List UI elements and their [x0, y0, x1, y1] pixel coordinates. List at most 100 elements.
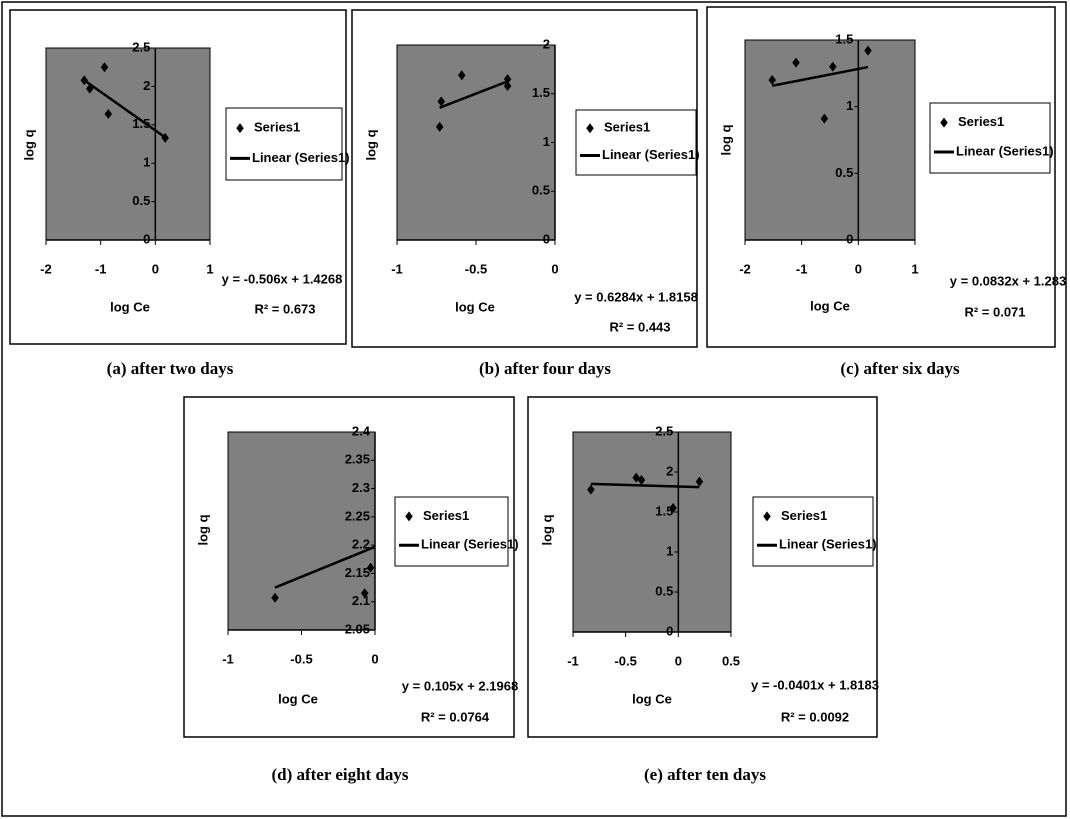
panel-border: [706, 6, 1056, 348]
legend-marker: [940, 117, 948, 128]
caption: (c) after six days: [840, 359, 960, 378]
legend-box: [752, 496, 874, 567]
x-axis-label: log Ce: [632, 691, 672, 706]
y-tick-label: 0: [543, 231, 550, 246]
panel-border: [9, 9, 347, 345]
y-tick-label: 2.4: [352, 423, 371, 438]
data-point: [366, 562, 375, 573]
legend-marker: [763, 511, 771, 522]
panel-border: [351, 9, 698, 348]
legend-label: Linear (Series1): [956, 143, 1054, 158]
legend-label: Linear (Series1): [602, 147, 700, 162]
trend-equation: y = 0.0832x + 1.283: [950, 273, 1066, 288]
data-point: [271, 592, 279, 603]
x-tick-label: 1: [911, 261, 918, 276]
legend-label: Linear (Series1): [252, 150, 350, 165]
caption: (e) after ten days: [644, 765, 766, 784]
y-tick-label: 1.5: [655, 503, 673, 518]
data-point: [435, 121, 444, 132]
y-tick-label: 1: [543, 134, 550, 149]
r-squared: R² = 0.071: [964, 304, 1025, 319]
legend-box: [929, 102, 1051, 174]
y-axis-label: log q: [195, 514, 210, 545]
x-tick-label: -1: [796, 261, 808, 276]
panel-border: [527, 396, 878, 738]
caption: (a) after two days: [107, 359, 234, 378]
legend-label: Series1: [958, 114, 1004, 129]
trend-line: [771, 65, 869, 87]
y-tick-label: 2.35: [345, 452, 370, 467]
y-tick-label: 1.5: [532, 85, 550, 100]
y-tick-label: 1: [846, 98, 853, 113]
legend-label: Linear (Series1): [421, 537, 519, 552]
x-tick-label: -0.5: [290, 651, 312, 666]
legend-label: Linear (Series1): [779, 537, 877, 552]
y-tick-label: 0.5: [835, 165, 853, 180]
y-tick-label: 0.5: [532, 183, 550, 198]
plot-area: [227, 431, 376, 631]
x-tick-label: 0: [152, 261, 159, 276]
y-axis-label: log q: [363, 129, 378, 160]
y-tick-label: 2.05: [345, 621, 370, 636]
legend-label: Series1: [254, 120, 300, 135]
r-squared: R² = 0.0764: [421, 709, 490, 724]
y-axis-label: log q: [718, 124, 733, 155]
x-tick-label: 0: [855, 261, 862, 276]
y-axis-label: log q: [539, 514, 554, 545]
legend-box: [225, 107, 343, 181]
data-point: [864, 45, 872, 56]
y-tick-label: 0: [666, 623, 673, 638]
plot-area: [396, 44, 556, 241]
y-tick-label: 1: [666, 543, 673, 558]
plot-area: [45, 47, 211, 241]
trend-line: [274, 545, 376, 589]
data-point: [768, 75, 776, 85]
y-tick-label: 0.5: [132, 193, 150, 208]
caption: (b) after four days: [479, 359, 611, 378]
y-tick-label: 0: [846, 231, 853, 246]
x-axis-label: log Ce: [810, 298, 850, 313]
y-tick-label: 2.15: [345, 565, 370, 580]
x-tick-label: -1: [567, 653, 579, 668]
x-tick-label: 1: [206, 261, 213, 276]
y-tick-label: 0: [143, 231, 150, 246]
y-tick-label: 2: [543, 36, 550, 51]
data-point: [458, 70, 466, 81]
x-tick-label: 0: [371, 651, 378, 666]
y-tick-label: 2.25: [345, 508, 370, 523]
y-tick-label: 2: [143, 78, 150, 93]
x-tick-label: -2: [739, 261, 751, 276]
trend-equation: y = -0.0401x + 1.8183: [751, 677, 879, 692]
y-tick-label: 2: [666, 463, 673, 478]
data-point: [437, 96, 445, 107]
trend-equation: y = 0.6284x + 1.8158: [574, 289, 698, 304]
legend-box: [575, 109, 697, 176]
data-point: [695, 476, 704, 487]
data-point: [669, 503, 677, 513]
x-tick-label: -0.5: [614, 653, 636, 668]
x-tick-label: -1: [95, 261, 107, 276]
trend-line: [590, 482, 700, 489]
x-tick-label: -1: [391, 261, 403, 276]
legend-label: Series1: [781, 508, 827, 523]
x-tick-label: 0: [675, 653, 682, 668]
data-point: [829, 61, 837, 72]
panel-border: [183, 396, 515, 738]
r-squared: R² = 0.443: [609, 319, 670, 334]
x-tick-label: -0.5: [465, 261, 487, 276]
legend-label: Series1: [604, 120, 650, 135]
r-squared: R² = 0.673: [254, 301, 315, 316]
plot-area: [572, 431, 732, 633]
x-axis-label: log Ce: [455, 299, 495, 314]
caption: (d) after eight days: [271, 765, 408, 784]
data-point: [637, 475, 646, 485]
y-tick-label: 1.5: [835, 31, 853, 46]
x-axis-label: log Ce: [278, 691, 318, 706]
y-tick-label: 2.5: [132, 39, 150, 54]
legend-marker: [236, 123, 244, 134]
trend-line: [83, 79, 166, 139]
x-tick-label: -1: [222, 651, 234, 666]
y-axis-label: log q: [21, 129, 36, 160]
